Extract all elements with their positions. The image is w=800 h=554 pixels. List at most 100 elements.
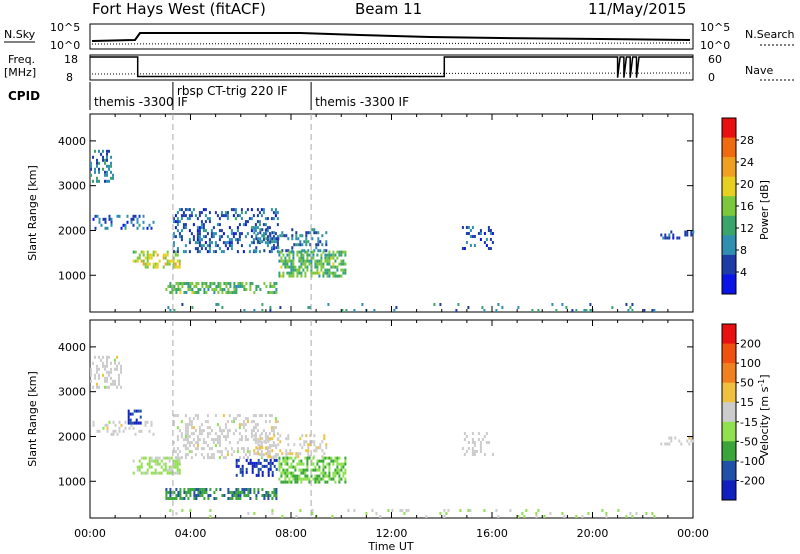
range-cell xyxy=(272,211,275,215)
range-cell xyxy=(269,291,272,294)
range-cell xyxy=(172,250,175,254)
range-cell xyxy=(156,262,159,266)
range-cell xyxy=(218,238,221,242)
range-cell xyxy=(218,450,221,454)
range-cell xyxy=(188,450,191,454)
range-cell xyxy=(253,231,256,235)
range-cell xyxy=(273,491,276,494)
range-cell xyxy=(108,420,111,424)
range-cell xyxy=(467,232,470,235)
range-cell xyxy=(168,471,171,475)
range-cell xyxy=(204,214,207,218)
range-cell xyxy=(405,509,408,512)
range-cell xyxy=(154,471,157,475)
range-cell xyxy=(250,226,253,230)
range-cell xyxy=(338,474,341,478)
range-cell xyxy=(203,282,206,285)
range-cell xyxy=(184,223,187,227)
range-cell xyxy=(311,440,314,444)
range-cell xyxy=(196,217,199,221)
range-cell xyxy=(326,268,329,272)
range-cell xyxy=(229,285,232,288)
range-cell xyxy=(258,250,261,254)
range-cell xyxy=(299,243,302,247)
range-cell xyxy=(139,421,142,425)
range-cell xyxy=(332,477,335,481)
range-cell xyxy=(344,471,347,475)
range-cell xyxy=(292,459,295,463)
range-cell xyxy=(292,262,295,266)
range-cell xyxy=(561,512,564,515)
range-cell xyxy=(551,303,554,306)
range-cell xyxy=(668,236,671,240)
range-cell xyxy=(242,223,245,227)
range-cell xyxy=(292,477,295,481)
range-cell xyxy=(303,443,306,447)
range-cell xyxy=(258,211,261,215)
range-cell xyxy=(173,497,176,500)
range-cell xyxy=(224,241,227,245)
range-cell xyxy=(309,306,312,309)
range-cell xyxy=(271,470,274,474)
range-cell xyxy=(214,432,217,436)
range-cell xyxy=(278,468,281,472)
range-cell xyxy=(403,512,406,515)
range-cell xyxy=(294,474,297,478)
colorbar-swatch xyxy=(722,118,736,139)
velocity-colorbar-label: Velocity [m s-1] xyxy=(757,374,772,457)
range-cell xyxy=(555,309,558,312)
range-cell xyxy=(169,509,172,512)
range-cell xyxy=(169,494,172,497)
range-cell xyxy=(193,488,196,491)
range-cell xyxy=(176,259,179,263)
range-cell xyxy=(252,214,255,218)
range-cell xyxy=(200,238,203,242)
range-cell xyxy=(202,226,205,230)
range-cell xyxy=(126,214,129,218)
range-cell xyxy=(215,497,218,500)
range-cell xyxy=(326,262,329,266)
range-cell xyxy=(290,471,293,475)
range-cell xyxy=(187,488,190,491)
range-cell xyxy=(169,282,172,285)
range-cell xyxy=(266,229,269,233)
range-cell xyxy=(164,462,167,466)
range-cell xyxy=(234,238,237,242)
range-cell xyxy=(170,259,173,263)
range-cell xyxy=(310,268,313,272)
range-cell xyxy=(629,512,632,515)
range-cell xyxy=(176,462,179,466)
range-cell xyxy=(106,361,108,365)
range-cell xyxy=(228,226,231,230)
range-cell xyxy=(246,220,249,224)
range-cell xyxy=(315,231,318,235)
range-cell xyxy=(266,226,269,230)
range-cell xyxy=(690,233,693,237)
range-cell xyxy=(212,438,215,442)
range-cell xyxy=(549,512,552,515)
range-cell xyxy=(273,488,276,491)
range-cell xyxy=(198,214,201,218)
range-cell xyxy=(152,265,155,269)
x-tick-label: 20:00 xyxy=(577,527,609,540)
range-cell xyxy=(202,429,205,433)
range-cell xyxy=(334,259,337,263)
range-cell xyxy=(324,268,327,272)
range-cell xyxy=(535,512,538,515)
range-cell xyxy=(208,211,211,215)
range-cell xyxy=(223,494,226,497)
range-cell xyxy=(233,491,236,494)
range-cell xyxy=(142,456,145,460)
range-cell xyxy=(230,244,233,248)
range-cell xyxy=(112,420,115,424)
range-cell xyxy=(189,282,192,285)
range-cell xyxy=(152,253,155,257)
range-cell xyxy=(131,421,134,425)
range-cell xyxy=(235,461,238,465)
range-cell xyxy=(605,512,608,515)
range-cell xyxy=(463,247,466,250)
colorbar-swatch xyxy=(722,460,736,481)
range-cell xyxy=(322,250,325,254)
range-cell xyxy=(268,232,271,236)
range-cell xyxy=(188,214,191,218)
